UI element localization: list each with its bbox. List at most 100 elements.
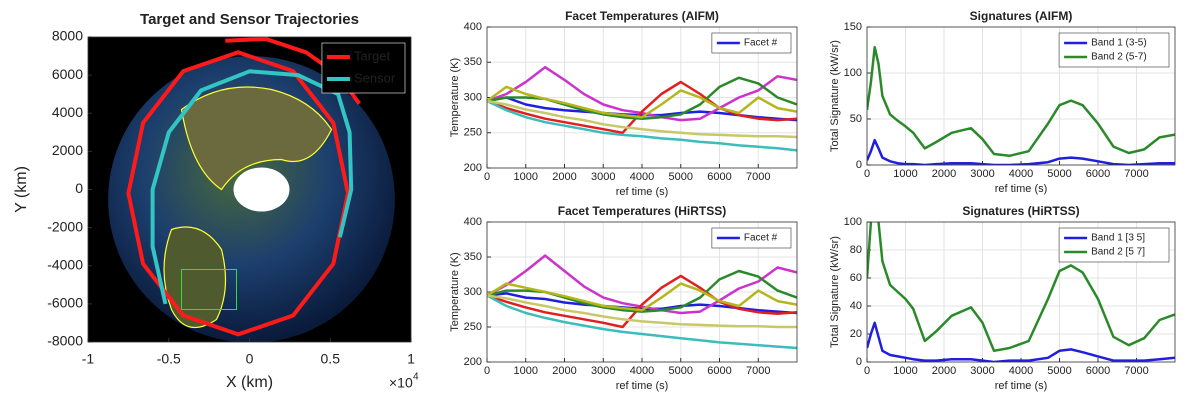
y-tick-label: 4000 [52,104,83,120]
chart-title: Target and Sensor Trajectories [140,11,359,28]
x-tick-label: 6000 [707,171,731,183]
y-tick-label: 8000 [52,28,83,44]
legend-label: Sensor [354,70,396,85]
plot-frame [486,221,798,363]
x-tick-label: 4000 [1009,168,1033,180]
y-tick-label: -6000 [47,295,83,311]
y-tick-label: 0 [856,159,862,171]
series-line [867,45,1175,158]
y-tick-label: 400 [464,216,482,228]
y-tick-label: 350 [464,251,482,263]
y-tick-label: -4000 [47,256,83,272]
legend-label: Band 2 [5 7] [1091,247,1145,258]
series-line [867,138,1175,165]
x-tick-label: 3000 [970,168,994,180]
x-tick-label: 6000 [1086,168,1110,180]
y-tick-label: 250 [464,127,482,139]
legend-box [1058,227,1170,263]
y-tick-label: 2000 [52,142,83,158]
y-tick-label: 300 [464,91,482,103]
series-line [487,80,797,135]
x-tick-label: 4000 [630,171,654,183]
y-tick-label: 20 [850,328,862,340]
series-line [487,274,797,329]
plot-frame [486,26,798,169]
legend-label: Target [354,48,391,63]
x-tick-label: 0 [484,171,490,183]
series-line [487,294,797,350]
x-tick-label: 5000 [1047,365,1071,377]
x-axis-label: ref time (s) [616,186,669,198]
x-tick-label: 7000 [746,171,770,183]
x-axis-label: ref time (s) [616,380,669,392]
x-tick-label: 0.5 [321,351,341,367]
y-tick-label: 350 [464,56,482,68]
x-axis-label: ref time (s) [995,183,1048,195]
ice [233,167,290,212]
continent [180,86,333,191]
y-tick-label: 0 [75,180,83,196]
series-line [487,254,797,315]
series-line [487,99,797,139]
y-axis-label: Y (km) [13,166,30,213]
x-tick-label: 2000 [932,168,956,180]
x-multiplier: ×10 [389,375,413,391]
x-tick-label: 1000 [514,171,538,183]
y-tick-label: 100 [844,67,862,79]
x-tick-label: 2000 [552,171,576,183]
y-tick-label: 250 [464,321,482,333]
x-tick-label: 3000 [591,171,615,183]
continent [163,226,227,329]
y-axis-label: Temperature (K) [449,58,461,137]
legend-box [711,32,792,54]
legend-label: Facet # [744,233,778,244]
y-tick-label: -8000 [47,333,83,349]
chart-title: Signatures (AIFM) [970,9,1073,23]
x-tick-label: 4000 [630,365,654,377]
legend-box [1058,32,1170,68]
x-axis-label: ref time (s) [995,380,1048,392]
x-tick-label: 1 [407,351,415,367]
legend-label: Facet # [744,38,778,49]
chart-title: Facet Temperatures (AIFM) [565,9,719,23]
y-tick-label: 200 [464,162,482,174]
x-tick-label: 1000 [893,168,917,180]
y-tick-label: 150 [844,21,862,33]
plot-frame [87,36,412,343]
y-tick-label: 100 [844,216,862,228]
x-tick-label: 0 [864,168,870,180]
x-tick-label: 1000 [893,365,917,377]
x-tick-label: -0.5 [157,351,181,367]
x-tick-label: -1 [82,351,95,367]
x-tick-label: 7000 [1124,168,1148,180]
x-tick-label: 2000 [552,365,576,377]
x-tick-label: 5000 [669,171,693,183]
x-tick-label: 7000 [746,365,770,377]
x-tick-label: 0 [864,365,870,377]
series-line [487,85,797,119]
x-tick-label: 0 [246,351,254,367]
plot-frame [866,26,1176,166]
y-tick-label: 6000 [52,66,83,82]
series-line [487,282,797,312]
x-tick-label: 3000 [970,365,994,377]
legend-box [711,227,792,249]
series-line [867,222,1175,353]
continent [181,269,237,310]
legend-label: Band 1 [3 5] [1091,233,1145,244]
y-tick-label: 60 [850,272,862,284]
legend-box [321,42,406,94]
x-tick-label: 2000 [932,365,956,377]
y-tick-label: -2000 [47,218,83,234]
y-tick-label: 300 [464,286,482,298]
y-tick-label: 80 [850,244,862,256]
chart: -8000 -6000 -4000 -2000 0 2000 4000 6000 8000 -1 -… [13,11,419,391]
chart: 0 50 100 150 0 1000 2000 3000 4000 5000 6000 7000 Si… [829,9,1176,195]
y-tick-label: 400 [464,21,482,33]
x-tick-label: 3000 [591,365,615,377]
series-line [150,69,354,305]
y-tick-label: 0 [856,356,862,368]
